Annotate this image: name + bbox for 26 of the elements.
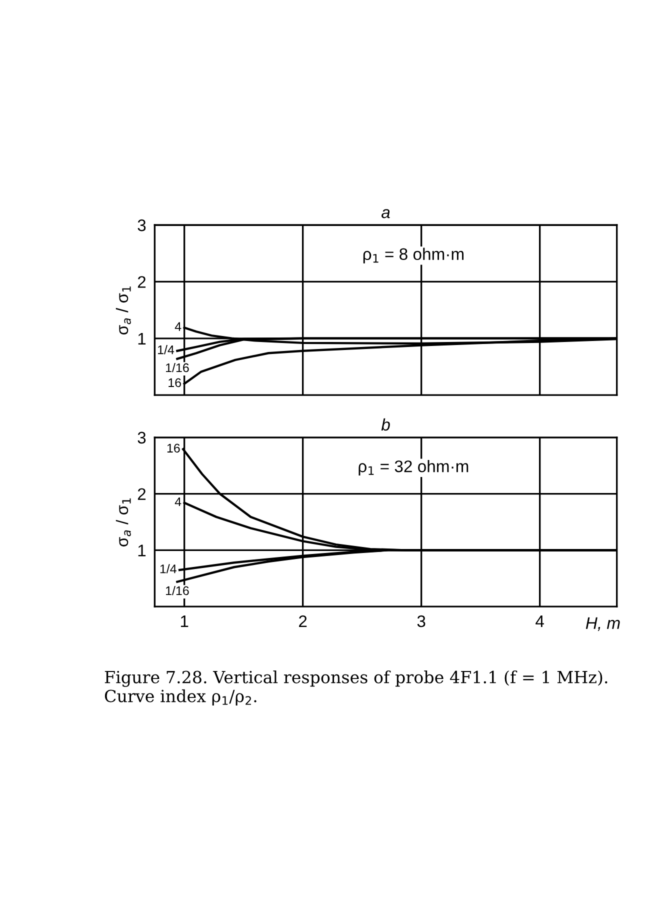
series-label: 4 <box>174 322 182 331</box>
x-axis-title: H, m <box>586 617 620 631</box>
annotation: ρ$_{1}$ = 8 ohm·m <box>363 248 464 264</box>
y-axis-title: σ$_{a}$ / σ$_{1}$ <box>116 286 131 335</box>
chart-title: b <box>381 418 390 431</box>
y-axis-title: σ$_{a}$ / σ$_{1}$ <box>116 498 131 546</box>
y-tick-label: 2 <box>138 488 146 500</box>
caption: Figure 7.28. Vertical responses of probe 4F1.1 (f = 1 MHz). Curve index ρ$_{1}$/ρ$_{2}$. <box>104 670 608 706</box>
series-label: 1/16 <box>166 586 189 596</box>
chart-title: a <box>382 209 390 218</box>
x-tick-label: 3 <box>417 615 426 628</box>
y-tick-label: 1 <box>138 544 146 556</box>
annotation: ρ$_{1}$ = 32 ohm·m <box>358 460 468 476</box>
y-tick-label: 3 <box>138 219 146 232</box>
y-tick-label: 3 <box>138 432 146 444</box>
y-tick-label: 2 <box>138 276 146 288</box>
series-label: 16 <box>168 378 181 388</box>
y-tick-label: 1 <box>138 332 146 344</box>
x-tick-label: 2 <box>299 615 307 628</box>
series-label: 1/16 <box>166 362 189 372</box>
series-label: 16 <box>167 444 180 453</box>
series-label: 4 <box>174 497 182 506</box>
series-label: 1/4 <box>160 564 176 574</box>
series-label: 1/4 <box>158 345 174 354</box>
x-tick-label: 4 <box>536 616 544 628</box>
x-tick-label: 1 <box>180 616 188 628</box>
